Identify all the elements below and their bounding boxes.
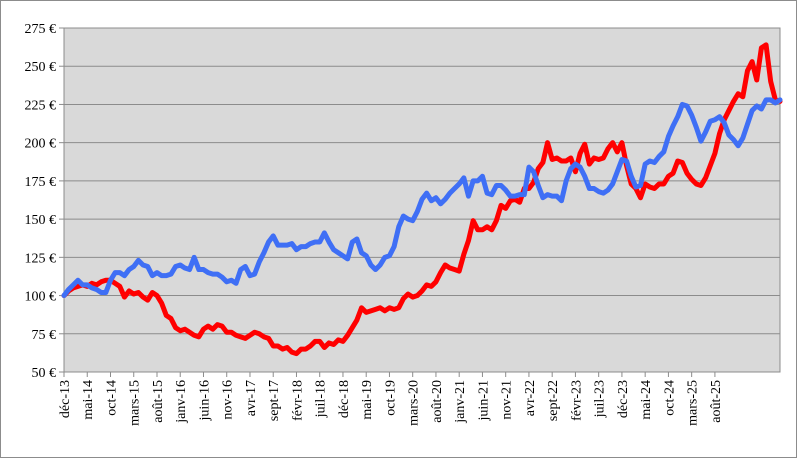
x-tick-label: sept-22 [546,380,561,421]
x-tick-label: juil-18 [314,380,329,418]
y-tick-label: 100 € [25,290,57,305]
x-tick-label: oct-14 [104,380,119,416]
series-line-red [61,42,783,357]
y-tick-label: 75 € [32,328,57,343]
x-tick-label: févr-18 [290,380,305,421]
x-tick-label: mai-14 [81,380,96,420]
x-tick-label: avr-22 [523,380,538,416]
y-tick-label: 225 € [25,98,57,113]
x-tick-label: nov-16 [221,380,236,420]
x-axis: déc-13 mai-14 oct-14 mars-15 août-15 janv-16 j… [58,372,724,426]
x-tick-label: juil-23 [593,380,608,418]
x-tick-label: janv-21 [453,380,468,424]
x-tick-label: oct-19 [383,380,398,416]
x-tick-label: mars-20 [407,380,422,426]
x-tick-label: mai-24 [639,380,654,420]
x-tick-label: janv-16 [174,380,189,424]
y-tick-label: 150 € [25,213,57,228]
y-tick-label: 250 € [25,60,57,75]
x-tick-label: févr-23 [569,380,584,421]
x-tick-label: juin-16 [197,380,212,421]
gridlines [64,27,780,373]
series-layer [61,42,783,357]
x-tick-label: mars-15 [128,380,143,426]
y-tick-label: 50 € [32,366,57,381]
y-tick-label: 175 € [25,175,57,190]
x-tick-label: juin-21 [476,380,491,421]
x-tick-label: mai-19 [360,380,375,420]
y-tick-label: 275 € [25,22,57,37]
y-tick-label: 125 € [25,251,57,266]
x-tick-label: oct-24 [662,380,677,416]
y-tick-label: 200 € [25,137,57,152]
y-axis: 50 € 75 € 100 € 125 € 150 € 175 € 200 € 225 € 25… [25,22,64,381]
x-tick-label: déc-18 [337,380,352,418]
x-tick-label: août-20 [430,380,445,423]
x-tick-label: nov-21 [500,380,515,420]
x-tick-label: août-25 [709,380,724,423]
x-tick-label: août-15 [151,380,166,423]
x-tick-label: mars-25 [686,380,701,426]
x-tick-label: déc-13 [58,380,73,418]
x-tick-label: avr-17 [244,380,259,416]
x-tick-label: déc-23 [616,380,631,418]
series-line-blue [61,97,783,299]
x-tick-label: sept-17 [267,380,282,421]
